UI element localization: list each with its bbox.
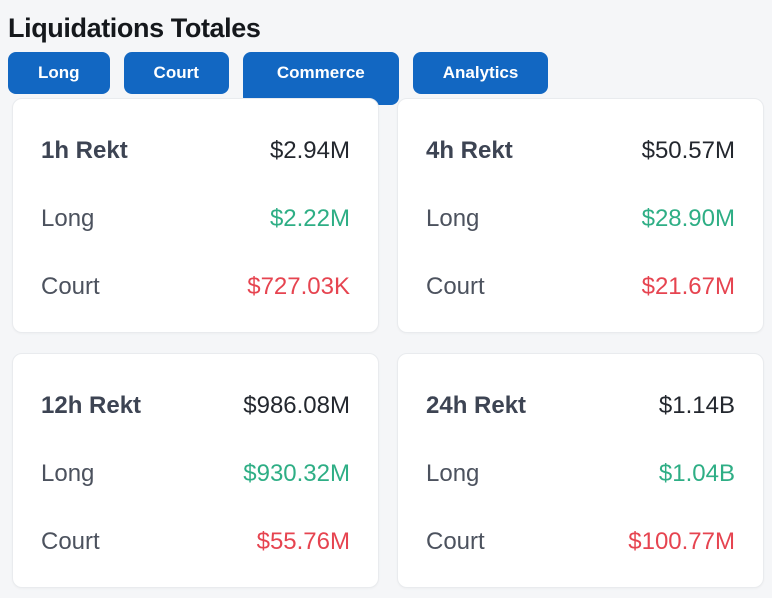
period-row: 1h Rekt $2.94M xyxy=(41,135,350,166)
long-row: Long $930.32M xyxy=(41,458,350,489)
total-value: $1.14B xyxy=(658,392,735,420)
short-row: Court $100.77M xyxy=(426,526,735,557)
short-row: Court $21.67M xyxy=(426,271,735,302)
short-value: $55.76M xyxy=(256,527,350,555)
long-label: Long xyxy=(41,204,95,232)
period-label: 24h Rekt xyxy=(426,392,527,420)
short-label: Court xyxy=(426,272,485,300)
long-label: Long xyxy=(426,204,480,232)
long-value: $28.90M xyxy=(641,204,735,232)
long-row: Long $1.04B xyxy=(426,458,735,489)
total-value: $50.57M xyxy=(641,137,735,165)
total-value: $2.94M xyxy=(269,137,350,165)
short-value: $21.67M xyxy=(641,272,735,300)
period-row: 4h Rekt $50.57M xyxy=(426,135,735,166)
short-label: Court xyxy=(41,272,100,300)
long-row: Long $2.22M xyxy=(41,203,350,234)
tab-commerce[interactable]: Commerce xyxy=(242,52,399,106)
long-label: Long xyxy=(426,459,480,487)
short-row: Court $727.03K xyxy=(41,271,350,302)
stat-card-1h: 1h Rekt $2.94M Long $2.22M Court $727.03… xyxy=(12,98,379,334)
period-row: 24h Rekt $1.14B xyxy=(426,390,735,421)
short-label: Court xyxy=(41,527,100,555)
long-value: $2.22M xyxy=(269,204,350,232)
stat-card-24h: 24h Rekt $1.14B Long $1.04B Court $100.7… xyxy=(397,353,764,589)
page-title: Liquidations Totales xyxy=(8,13,261,43)
period-label: 12h Rekt xyxy=(41,392,142,420)
tab-bar: Long Court Commerce Analytics xyxy=(8,52,772,106)
stats-grid: 1h Rekt $2.94M Long $2.22M Court $727.03… xyxy=(12,98,764,589)
period-label: 1h Rekt xyxy=(41,137,128,165)
long-label: Long xyxy=(41,459,95,487)
period-label: 4h Rekt xyxy=(426,137,513,165)
short-row: Court $55.76M xyxy=(41,526,350,557)
short-value: $727.03K xyxy=(247,272,350,300)
long-value: $930.32M xyxy=(243,459,350,487)
total-value: $986.08M xyxy=(243,392,350,420)
tab-court[interactable]: Court xyxy=(123,52,229,95)
stat-card-12h: 12h Rekt $986.08M Long $930.32M Court $5… xyxy=(12,353,379,589)
tab-long[interactable]: Long xyxy=(8,52,110,95)
short-value: $100.77M xyxy=(628,527,735,555)
long-row: Long $28.90M xyxy=(426,203,735,234)
stat-card-4h: 4h Rekt $50.57M Long $28.90M Court $21.6… xyxy=(397,98,764,334)
short-label: Court xyxy=(426,527,485,555)
tab-analytics[interactable]: Analytics xyxy=(412,52,549,95)
period-row: 12h Rekt $986.08M xyxy=(41,390,350,421)
long-value: $1.04B xyxy=(658,459,735,487)
